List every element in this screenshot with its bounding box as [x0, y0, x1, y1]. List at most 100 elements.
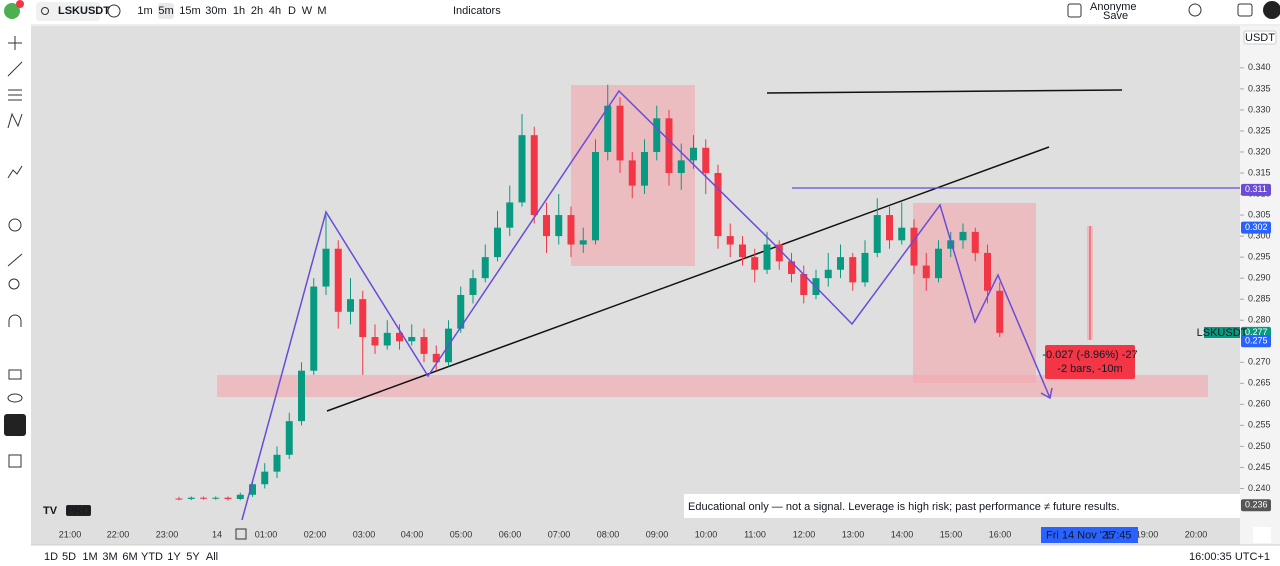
candle-body	[481, 257, 489, 279]
candle-body	[175, 498, 183, 500]
axis-settings[interactable]	[1253, 527, 1271, 543]
y-tick-label: 0.280	[1248, 315, 1271, 325]
candle-body	[910, 227, 918, 266]
tool-link-active[interactable]	[4, 414, 26, 436]
candle-body	[763, 244, 771, 270]
symbol-search[interactable]	[36, 2, 100, 21]
measure-text: -0.027 (-8.96%) -27	[1042, 349, 1137, 361]
snapshot-icon[interactable]	[1237, 3, 1253, 17]
candle-body	[310, 286, 318, 371]
currency[interactable]: USDT	[1245, 32, 1275, 44]
candle-body	[530, 135, 538, 216]
y-tick-label: 0.305	[1248, 209, 1271, 219]
interval[interactable]: 1m	[137, 5, 152, 17]
candle-body	[200, 497, 207, 499]
save-label[interactable]: Save	[1103, 10, 1128, 22]
x-tick-label: 20:00	[1185, 529, 1208, 539]
tool-pattern[interactable]	[7, 112, 23, 129]
interval[interactable]: 4h	[269, 5, 281, 17]
calendar-icon[interactable]	[235, 528, 247, 540]
tool-forecast[interactable]	[7, 165, 23, 179]
interval[interactable]: 1h	[233, 5, 245, 17]
price-label: 0.236	[1245, 500, 1268, 510]
avatar[interactable]	[4, 3, 20, 19]
x-tick-label: 02:00	[304, 529, 327, 539]
candle-body	[628, 160, 636, 186]
candle-body	[518, 135, 526, 203]
tool-emoji[interactable]	[8, 218, 22, 232]
candle-body	[604, 105, 612, 152]
y-tick-label: 0.325	[1248, 125, 1271, 135]
x-tick-label: 19:00	[1136, 529, 1159, 539]
candle-body	[432, 353, 440, 363]
x-tick-label: 16:00	[989, 529, 1012, 539]
x-tick-label: 14	[212, 529, 222, 539]
y-tick-label: 0.290	[1248, 273, 1271, 283]
range-button[interactable]: 3M	[102, 551, 117, 563]
candle-body	[420, 337, 428, 354]
tool-magnet[interactable]	[8, 314, 22, 327]
y-tick-label: 0.320	[1248, 146, 1271, 156]
tool-trendline[interactable]	[7, 61, 23, 77]
candle-body	[236, 494, 244, 499]
x-tick-label: 12:00	[793, 529, 816, 539]
publish-button[interactable]	[1263, 1, 1280, 19]
interval[interactable]: M	[317, 5, 326, 17]
range-button[interactable]: 1D	[44, 551, 58, 563]
indicators-button[interactable]: Indicators	[453, 5, 501, 17]
layout-icon[interactable]	[1067, 3, 1082, 18]
price-label: 0.302	[1245, 222, 1268, 232]
candle-body	[555, 215, 563, 237]
candle-body	[947, 240, 955, 249]
candle-body	[849, 257, 857, 283]
range-button[interactable]: 1M	[82, 551, 97, 563]
interval[interactable]: 5m	[158, 5, 173, 17]
tool-delete[interactable]	[8, 454, 22, 468]
range-button[interactable]: 6M	[122, 551, 137, 563]
y-tick-label: 0.245	[1248, 462, 1271, 472]
candle-body	[984, 252, 991, 291]
candle-body	[837, 257, 844, 270]
interval[interactable]: 2h	[251, 5, 263, 17]
candle-body	[726, 236, 734, 245]
price-label-box	[1241, 499, 1271, 512]
interval[interactable]: 30m	[205, 5, 226, 17]
price-axis	[1240, 26, 1280, 545]
add-symbol[interactable]	[107, 4, 121, 18]
candle-body	[959, 231, 967, 241]
range-button[interactable]: 5Y	[186, 551, 200, 563]
candle-body	[506, 202, 514, 228]
user-name[interactable]: Anonyme	[1090, 1, 1136, 13]
candle-body	[971, 231, 979, 253]
candle-body	[298, 370, 305, 422]
search-icon	[41, 7, 49, 15]
x-tick-label: 06:00	[499, 529, 522, 539]
price-label-box	[1241, 335, 1271, 348]
tool-ruler[interactable]	[7, 253, 23, 267]
tool-visibility[interactable]	[7, 393, 23, 403]
range-button[interactable]: 5D	[62, 551, 76, 563]
candle-body	[334, 248, 342, 312]
candle-body	[408, 337, 416, 342]
candle-body	[653, 118, 661, 152]
range-button[interactable]: All	[206, 551, 218, 563]
candle-body	[739, 244, 746, 258]
symbol[interactable]: LSKUSDT	[58, 5, 110, 17]
tool-zoom[interactable]	[8, 278, 20, 290]
x-tick-label: 13:00	[842, 529, 865, 539]
range-button[interactable]: YTD	[141, 551, 163, 563]
range-button[interactable]: 1Y	[167, 551, 181, 563]
intervals: 1m 5m 15m 30m 1h 2h 4h D W M	[137, 3, 327, 19]
symbol-tag-text: LSKUSDT	[1197, 327, 1248, 339]
currency-button[interactable]	[1243, 30, 1277, 45]
x-axis: 21:00 22:00 23:00 14 01:00 02:00 03:00 04:00 05:…	[59, 528, 1208, 540]
candle-body	[677, 160, 685, 174]
interval[interactable]: W	[302, 5, 313, 17]
candle-body	[567, 215, 575, 245]
settings-icon[interactable]	[1188, 3, 1202, 17]
tool-lock[interactable]	[8, 369, 22, 380]
interval[interactable]: 15m	[179, 5, 200, 17]
interval[interactable]: D	[288, 5, 296, 17]
y-tick-label: 0.285	[1248, 294, 1271, 304]
